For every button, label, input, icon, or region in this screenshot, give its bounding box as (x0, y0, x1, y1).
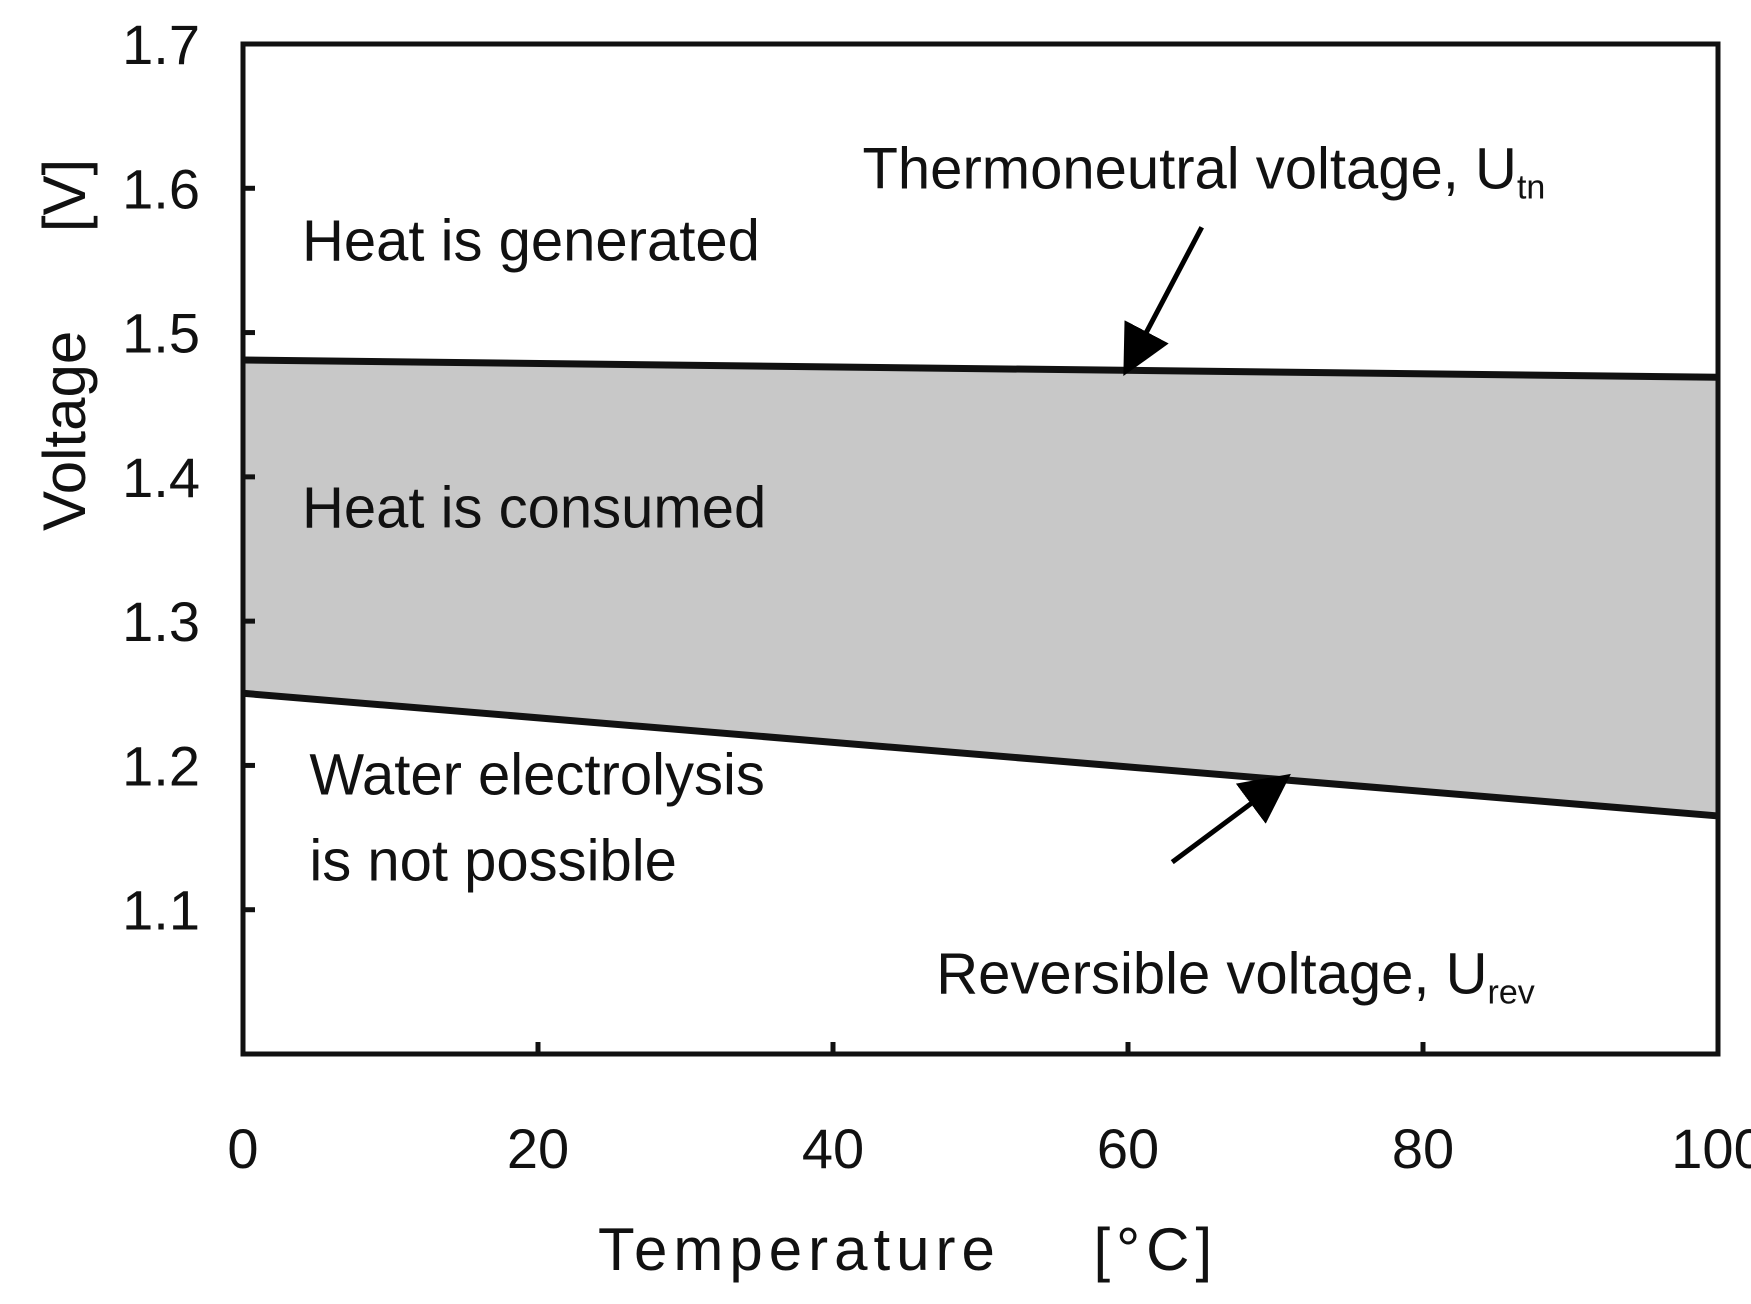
heat-consumed-band (243, 359, 1718, 816)
x-tick-label-5: 100 (1671, 1117, 1751, 1180)
plot-area (240, 41, 1721, 1057)
annotations: Thermoneutral voltage, Utn Reversible vol… (863, 136, 1546, 1011)
y-tick-label-2: 1.3 (122, 590, 200, 653)
region-label-consumed: Heat is consumed (302, 475, 766, 540)
region-labels: Heat is generated Heat is consumed Water e… (302, 208, 766, 893)
region-label-line-0-0: Heat is generated (302, 208, 760, 273)
y-tick-label-4: 1.5 (122, 302, 200, 365)
utn-annotation-main: Thermoneutral voltage, U (863, 136, 1517, 201)
x-tick-label-1: 20 (507, 1117, 569, 1180)
x-tick-label-4: 80 (1392, 1117, 1454, 1180)
urev-line (242, 689, 1719, 820)
x-tick-label-3: 60 (1097, 1117, 1159, 1180)
x-tick-label-0: 0 (227, 1117, 258, 1180)
x-axis-title: Temperature [°C] (598, 1216, 1218, 1283)
x-tick-label-2: 40 (802, 1117, 864, 1180)
region-label-not_possible: Water electrolysis is not possible (309, 742, 765, 893)
utn-annotation-sub: tn (1517, 168, 1545, 206)
plot-border (240, 41, 1721, 1057)
urev-annotation-main: Reversible voltage, U (936, 941, 1487, 1006)
y-tick-label-3: 1.4 (122, 446, 200, 509)
region-label-line-1-0: Heat is consumed (302, 475, 766, 540)
urev-annotation-sub: rev (1488, 973, 1535, 1011)
utn-arrow (1123, 226, 1204, 377)
region-label-line-2-0: Water electrolysis (309, 742, 765, 807)
y-tick-label-0: 1.1 (122, 879, 200, 942)
utn-annotation: Thermoneutral voltage, Utn (863, 136, 1546, 206)
y-tick-label-6: 1.7 (122, 13, 200, 76)
y-axis-title: Voltage [V] (31, 159, 98, 531)
region-label-line-2-1: is not possible (309, 828, 677, 893)
y-tick-label-5: 1.6 (122, 157, 200, 220)
utn-line (242, 356, 1719, 381)
ticks (240, 41, 1721, 1054)
axis-labels: 0 20 40 60 80 100 1.1 1.2 1.3 1.4 1.5 1.6 1.7 (122, 13, 1751, 1180)
urev-annotation: Reversible voltage, Urev (936, 941, 1535, 1011)
y-tick-label-1: 1.2 (122, 734, 200, 797)
urev-arrow (1170, 773, 1291, 865)
region-label-generated: Heat is generated (302, 208, 760, 273)
